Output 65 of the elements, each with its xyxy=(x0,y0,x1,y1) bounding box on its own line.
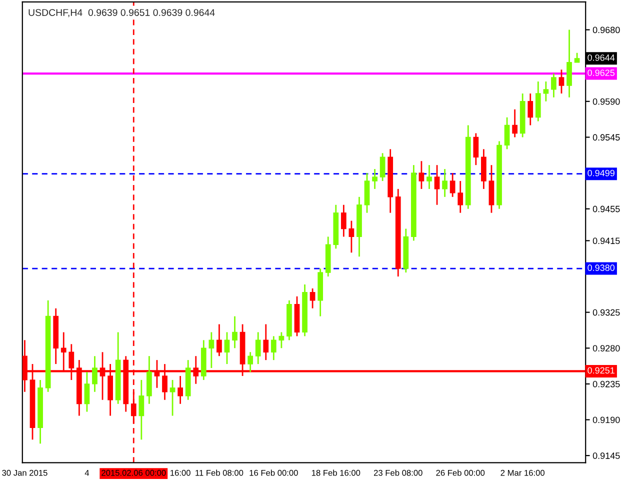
candlestick xyxy=(92,355,98,393)
ref-line-label: 0.9251 xyxy=(588,367,614,374)
candlestick xyxy=(232,316,238,349)
candlestick xyxy=(138,379,144,440)
annotation: 0.9644 xyxy=(588,54,615,61)
candlestick xyxy=(458,180,464,214)
candlestick xyxy=(364,172,370,214)
candlestick xyxy=(535,80,541,122)
candlestick xyxy=(488,164,494,214)
candlestick xyxy=(170,379,176,416)
x-tick-label: 30 Jan 2015 xyxy=(2,470,48,476)
candlestick xyxy=(426,164,432,190)
candlestick xyxy=(255,332,261,365)
candlestick xyxy=(263,324,269,361)
candlestick xyxy=(574,52,580,64)
text: USDCHF,H4 0.9639 0.9651 0.9639 0.9644 xyxy=(28,9,215,18)
candlestick xyxy=(558,68,564,94)
candlestick xyxy=(528,92,534,126)
y-tick-label: 0.9680 xyxy=(592,26,620,34)
x-tick-label: 26 Feb 00:00 xyxy=(436,470,485,476)
x-tick-label: 16 Feb 00:00 xyxy=(250,470,298,476)
y-tick-label: 0.9280 xyxy=(592,345,620,352)
candlestick xyxy=(248,351,254,373)
y-tick-label: 0.9190 xyxy=(592,416,620,424)
ref-line-label: 0.9625 xyxy=(588,70,615,76)
candlestick xyxy=(450,172,456,198)
candlestick xyxy=(372,168,378,190)
x-tick-label: 2 Mar 16:00 xyxy=(500,470,544,476)
y-tick-label: 0.9325 xyxy=(592,309,620,316)
candlestick xyxy=(543,80,549,102)
candlestick xyxy=(348,220,354,254)
x-tick-label: 16:00 xyxy=(170,470,190,476)
candlestick xyxy=(340,204,346,238)
candlestick xyxy=(434,164,440,206)
candlestick xyxy=(84,371,90,412)
candlestick xyxy=(551,72,556,98)
y-tick-label: 0.9145 xyxy=(592,452,620,459)
y-tick-label: 0.9455 xyxy=(592,206,620,212)
x-tick-label: 18 Feb 16:00 xyxy=(312,470,360,476)
x-tick-label: 2015.02.06 00:00 xyxy=(102,470,166,476)
ref-line-label: 0.9380 xyxy=(588,264,615,271)
candlestick xyxy=(178,375,183,405)
y-tick-label: 0.9590 xyxy=(592,98,620,105)
candlestick xyxy=(310,288,316,310)
candlestick xyxy=(216,324,222,357)
x-tick-label: 23 Feb 08:00 xyxy=(374,470,422,476)
candlestick xyxy=(224,332,230,365)
candlestick xyxy=(270,335,276,361)
candlestick xyxy=(473,132,479,166)
candlestick xyxy=(481,148,486,190)
candlestick xyxy=(278,332,284,349)
x-tick-label: 4 xyxy=(84,470,90,476)
candlestick xyxy=(208,332,214,369)
y-tick-label: 0.9545 xyxy=(592,134,620,141)
candlestick xyxy=(566,29,572,98)
candlestick xyxy=(146,355,152,405)
candlestick xyxy=(512,108,518,138)
candlestick xyxy=(380,152,386,182)
y-tick-label: 0.9415 xyxy=(592,238,620,244)
x-tick-label: 11 Feb 08:00 xyxy=(196,470,244,476)
candlestick xyxy=(418,160,424,190)
candlestick xyxy=(504,116,510,150)
ref-line-label: 0.9499 xyxy=(588,170,614,176)
y-tick-label: 0.9235 xyxy=(592,380,620,388)
candlestick xyxy=(442,168,448,198)
